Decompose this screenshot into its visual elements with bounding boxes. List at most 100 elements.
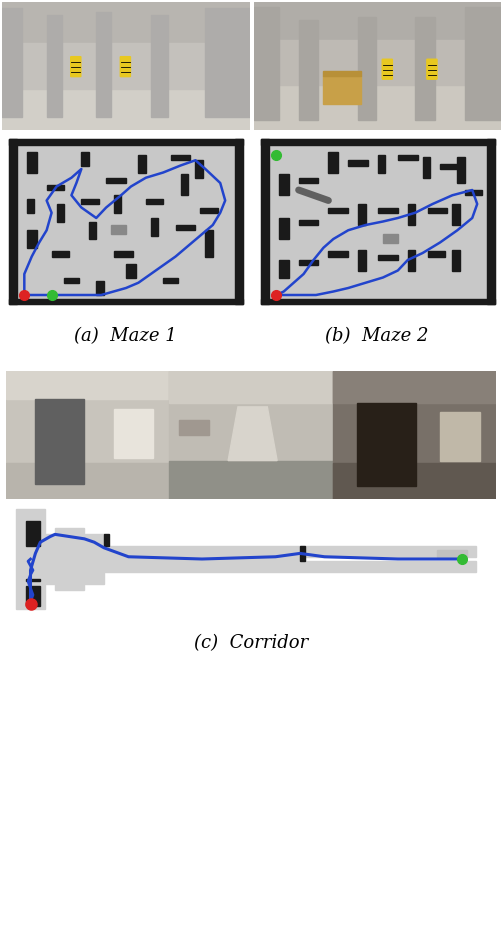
Bar [427, 207, 446, 213]
Bar [407, 204, 414, 225]
Bar [357, 204, 365, 225]
Bar [254, 7, 278, 119]
Polygon shape [2, 2, 249, 43]
Bar [96, 12, 111, 118]
Bar [486, 139, 493, 304]
Text: (c)  Corridor: (c) Corridor [193, 634, 308, 652]
Bar [298, 178, 318, 183]
Bar [456, 156, 464, 183]
Bar [179, 419, 208, 435]
Bar [47, 15, 62, 118]
Bar [464, 7, 501, 119]
Polygon shape [2, 43, 249, 89]
Bar [328, 207, 348, 213]
Polygon shape [254, 85, 501, 130]
Bar [52, 251, 69, 257]
Bar [26, 521, 40, 545]
Polygon shape [436, 550, 465, 557]
Bar [47, 185, 64, 190]
Bar [113, 251, 133, 257]
Polygon shape [169, 371, 332, 403]
Bar [106, 178, 126, 183]
Bar [57, 204, 64, 221]
Polygon shape [332, 371, 495, 403]
Bar [126, 264, 136, 278]
FancyBboxPatch shape [426, 59, 436, 80]
Bar [357, 249, 365, 270]
Bar [6, 371, 169, 499]
Bar [81, 152, 89, 166]
Bar [278, 218, 288, 239]
Bar [26, 586, 40, 606]
Bar [234, 139, 242, 304]
Bar [81, 199, 99, 204]
Bar [261, 139, 269, 304]
Bar [382, 233, 397, 243]
Bar [200, 207, 217, 213]
Bar [377, 207, 397, 213]
Bar [356, 403, 415, 486]
Bar [377, 155, 385, 172]
Bar [451, 204, 459, 225]
Bar [439, 164, 459, 169]
Bar [278, 260, 288, 278]
Bar [357, 18, 375, 119]
Polygon shape [16, 508, 475, 609]
Bar [163, 278, 178, 282]
Bar [36, 399, 84, 483]
Bar [26, 579, 40, 582]
FancyBboxPatch shape [120, 56, 130, 77]
Bar [96, 281, 104, 295]
Bar [10, 139, 17, 304]
Polygon shape [114, 409, 153, 458]
Bar [146, 199, 163, 204]
Bar [150, 15, 168, 118]
Bar [27, 199, 34, 213]
Bar [64, 278, 79, 282]
Polygon shape [227, 407, 277, 460]
Bar [170, 155, 190, 160]
Bar [278, 174, 288, 195]
Bar [298, 20, 318, 119]
Bar [150, 218, 158, 235]
Bar [10, 298, 242, 304]
Bar [451, 249, 459, 270]
Bar [2, 8, 22, 118]
Bar [261, 298, 493, 304]
Bar [104, 534, 109, 545]
Polygon shape [169, 460, 332, 499]
Bar [422, 156, 429, 178]
Polygon shape [323, 71, 360, 76]
Polygon shape [6, 463, 169, 499]
Bar [175, 225, 195, 231]
Bar [298, 260, 318, 265]
Bar [261, 139, 493, 144]
Bar [328, 152, 338, 172]
Bar [138, 155, 146, 172]
FancyBboxPatch shape [381, 59, 392, 80]
Bar [464, 190, 481, 195]
Bar [427, 251, 444, 257]
Text: (b)  Maze 2: (b) Maze 2 [324, 327, 427, 345]
Polygon shape [254, 2, 501, 41]
Polygon shape [6, 371, 169, 399]
Bar [27, 231, 37, 248]
Bar [397, 155, 417, 160]
FancyBboxPatch shape [71, 56, 81, 77]
Bar [414, 18, 434, 119]
Bar [332, 371, 495, 499]
Bar [169, 371, 332, 499]
Bar [300, 545, 304, 561]
Polygon shape [332, 463, 495, 499]
Bar [328, 251, 348, 257]
Polygon shape [439, 412, 479, 460]
Bar [298, 219, 318, 225]
Bar [407, 249, 414, 270]
Bar [111, 225, 126, 233]
Polygon shape [254, 41, 501, 85]
Bar [10, 139, 242, 144]
Bar [113, 195, 121, 213]
Bar [377, 255, 397, 260]
Bar [348, 160, 367, 166]
Bar [27, 152, 37, 172]
